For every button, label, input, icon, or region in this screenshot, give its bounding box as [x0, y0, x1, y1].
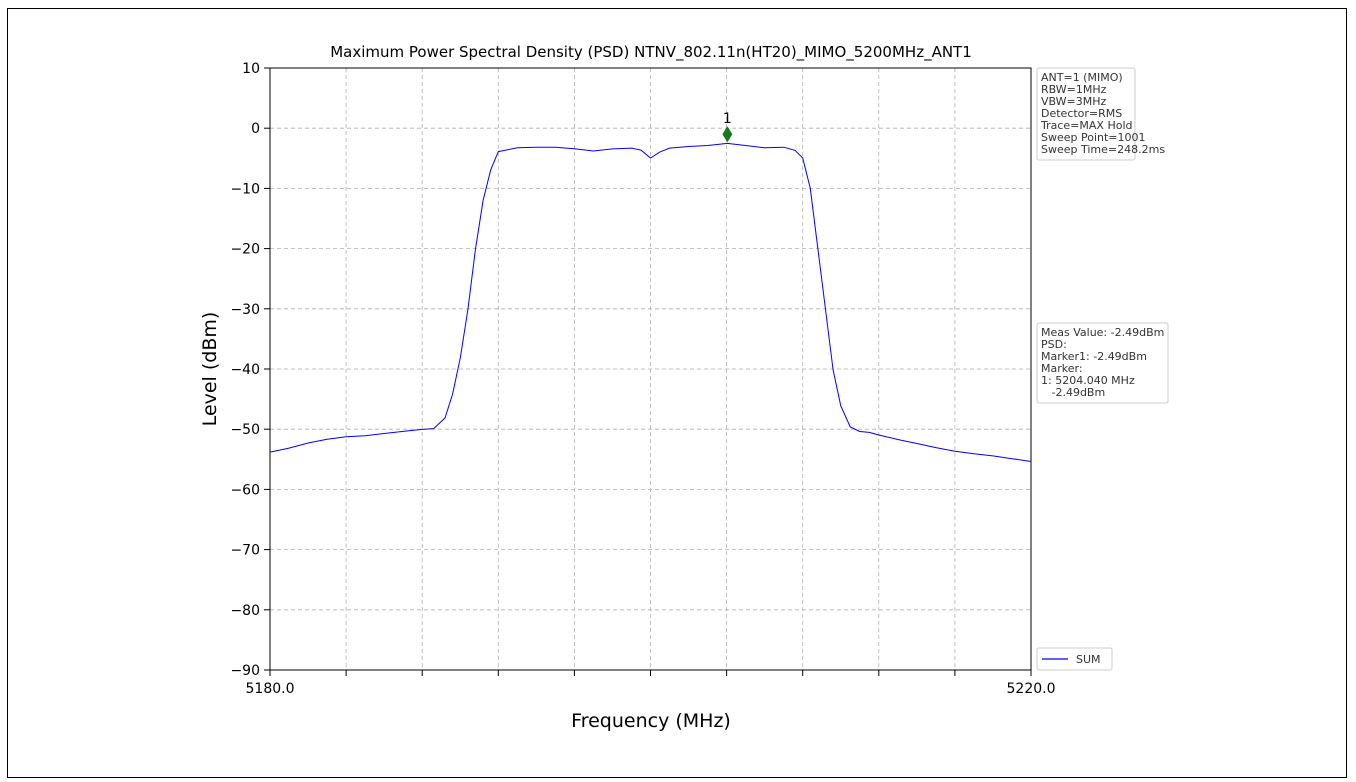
y-tick-label: −20: [230, 242, 260, 258]
y-tick-label: −90: [230, 663, 260, 679]
info-box-frame: [1036, 67, 1136, 161]
info-line: RBW=1MHz: [1041, 83, 1107, 96]
y-tick-label: −30: [230, 302, 260, 318]
x-tick-label: 5220.0: [1007, 681, 1056, 697]
info-line: Detector=RMS: [1041, 107, 1122, 120]
y-tick-label: 0: [251, 121, 260, 137]
y-tick-label: −80: [230, 603, 260, 619]
legend: SUM: [1036, 647, 1113, 671]
info-line: Sweep Time=248.2ms: [1041, 143, 1165, 156]
series-line-sum: [269, 142, 1032, 462]
marker-label: 1: [723, 111, 732, 127]
info-line: Marker:: [1041, 362, 1083, 375]
y-tick-label: −50: [230, 422, 260, 438]
ticks-layer: 5180.0 5220.0 10 0 −10 −20 −30 −40 −50 −60 −70 −80 −…: [230, 61, 1055, 697]
info-line: Marker1: -2.49dBm: [1041, 350, 1147, 363]
legend-label: SUM: [1076, 653, 1101, 666]
info-line: -2.49dBm: [1041, 386, 1105, 399]
x-axis-title: Frequency (MHz): [571, 710, 731, 732]
info-line: Trace=MAX Hold: [1040, 119, 1133, 132]
y-axis-title: Level (dBm): [199, 312, 221, 427]
marker-layer: 1: [722, 111, 733, 143]
y-tick-label: 10: [242, 61, 260, 77]
info-line: Meas Value: -2.49dBm: [1041, 326, 1164, 339]
info-line: PSD:: [1041, 338, 1067, 351]
info-box-frame: [1036, 322, 1169, 404]
info-line: Sweep Point=1001: [1041, 131, 1146, 144]
info-box-settings: ANT=1 (MIMO)RBW=1MHzVBW=3MHzDetector=RMS…: [1036, 67, 1165, 161]
legend-frame: [1036, 647, 1113, 671]
figure-frame: [7, 8, 1347, 778]
x-tick-label: 5180.0: [246, 681, 295, 697]
y-tick-label: −70: [230, 543, 260, 559]
series-layer: [269, 142, 1032, 462]
y-tick-label: −60: [230, 482, 260, 498]
info-line: VBW=3MHz: [1041, 95, 1107, 108]
info-line: 1: 5204.040 MHz: [1041, 374, 1135, 387]
chart-title: Maximum Power Spectral Density (PSD) NTN…: [330, 43, 972, 62]
y-tick-label: −10: [230, 181, 260, 197]
marker-diamond: [722, 126, 733, 143]
info-line: ANT=1 (MIMO): [1041, 71, 1123, 84]
y-tick-label: −40: [230, 362, 260, 378]
grid-layer: [270, 68, 1031, 670]
